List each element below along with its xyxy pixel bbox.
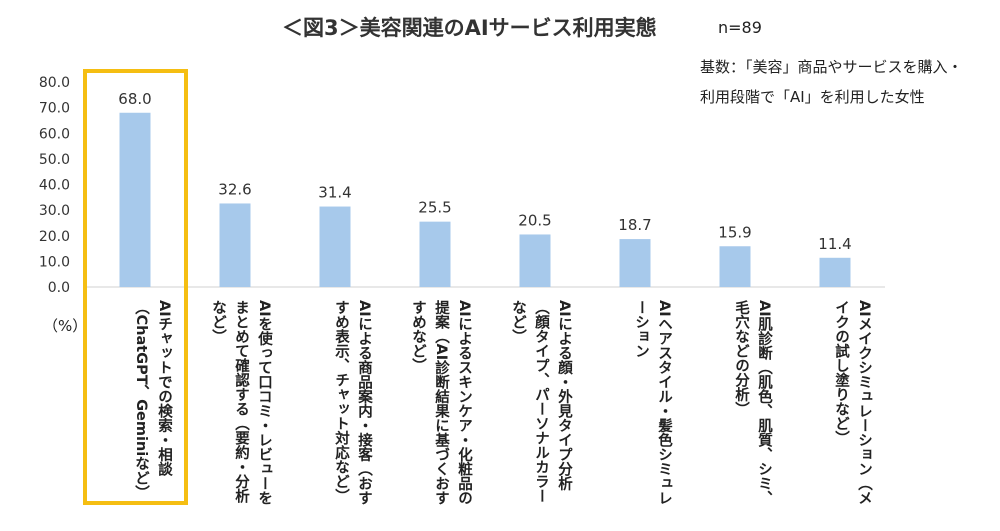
- bar: [319, 206, 351, 287]
- y-tick-label: 80.0: [39, 75, 70, 91]
- category-label: AIによるスキンケア・化粧品の提案（AI診断結果に基づくおすすめなど）: [410, 300, 472, 506]
- bar-value-label: 11.4: [818, 235, 851, 253]
- bar: [619, 239, 651, 287]
- y-tick-label: 40.0: [39, 178, 70, 194]
- category-label: AI肌診断（肌色、肌質、シミ、毛穴などの分析）: [733, 300, 772, 506]
- y-tick-label: 20.0: [39, 229, 70, 245]
- y-tick-label: 70.0: [39, 101, 70, 117]
- y-tick-label: 0.0: [48, 280, 70, 296]
- y-axis-unit: （%）: [43, 317, 88, 335]
- bar-value-label: 15.9: [718, 223, 751, 241]
- sample-basis: 基数：「美容」商品やサービスを購入・ 利用段階で「AI」を利用した女性: [700, 52, 1000, 112]
- bar: [519, 234, 551, 287]
- bar: [119, 112, 151, 287]
- sample-basis-line: 利用段階で「AI」を利用した女性: [700, 88, 925, 106]
- category-label: AIによる顔・外見タイプ分析（顔タイプ、パーソナルカラーなど）: [510, 300, 572, 503]
- y-tick-label: 60.0: [39, 126, 70, 142]
- bar-value-label: 68.0: [118, 90, 151, 108]
- bar-value-label: 20.5: [518, 211, 551, 229]
- bar: [419, 221, 451, 287]
- category-label: AIヘアスタイル・髪色シミュレーション: [633, 300, 672, 506]
- y-tick-label: 50.0: [39, 152, 70, 168]
- y-tick-label: 30.0: [39, 203, 70, 219]
- bar-value-label: 25.5: [418, 199, 451, 217]
- sample-size: n=89: [718, 18, 762, 37]
- bar: [219, 203, 251, 287]
- category-label: AIによる商品案内・接客（おすすめ表示、チャット対応など）: [333, 300, 372, 506]
- y-tick-label: 10.0: [39, 254, 70, 270]
- bar-value-label: 32.6: [218, 180, 251, 198]
- category-label: AIメイクシミュレーション（メイクの試し塗りなど）: [833, 300, 872, 506]
- bar-value-label: 31.4: [318, 184, 351, 202]
- category-label: AIチャットでの検索・相談（ChatGPT、Geminiなど）: [133, 300, 172, 500]
- highlight-box: [83, 69, 188, 505]
- chart-title: ＜図3＞美容関連のAIサービス利用実態: [282, 16, 657, 40]
- category-label: AIを使って口コミ・レビューをまとめて確認する（要約・分析など）: [210, 300, 272, 506]
- bar: [719, 246, 751, 287]
- sample-basis-line: 基数：「美容」商品やサービスを購入・: [700, 58, 963, 76]
- bar-value-label: 18.7: [618, 216, 651, 234]
- bar: [819, 257, 851, 287]
